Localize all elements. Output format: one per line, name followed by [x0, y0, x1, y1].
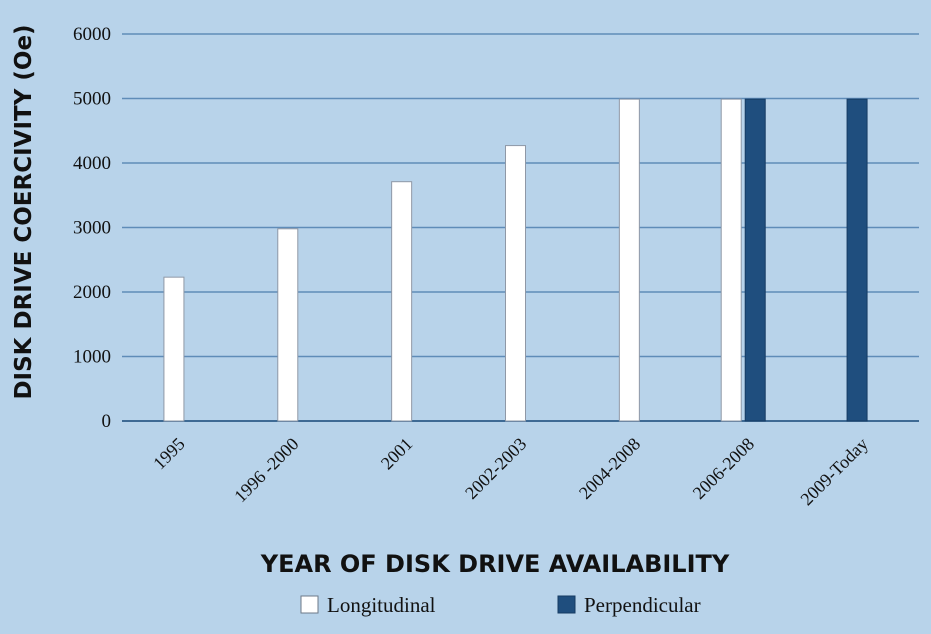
x-tick-label: 1996 -2000 [230, 434, 302, 506]
bar-longitudinal [720, 98, 742, 422]
y-tick-label: 2000 [73, 282, 111, 303]
y-axis-title: DISK DRIVE COERCIVITY (Oe) [11, 24, 37, 399]
x-tick-label: 2001 [377, 434, 417, 474]
y-tick-label: 3000 [73, 218, 111, 239]
bar-longitudinal [505, 145, 526, 422]
y-tick-label: 6000 [73, 24, 111, 45]
legend-swatch [557, 595, 576, 614]
x-tick-label: 2006-2008 [689, 434, 758, 503]
x-tick-labels: 1995 1996 -2000 2001 2002-2003 2004-2008 2006… [149, 434, 872, 509]
bar-longitudinal [277, 228, 299, 422]
bar-perpendicular [846, 98, 868, 422]
y-tick-labels: 0 1000 2000 3000 4000 5000 6000 [73, 24, 111, 432]
legend-label: Longitudinal [327, 593, 436, 617]
legend-label: Perpendicular [584, 593, 701, 617]
legend: Longitudinal Perpendicular [300, 593, 701, 617]
bar-longitudinal [163, 276, 185, 422]
bar-longitudinal [391, 181, 413, 422]
legend-swatch [300, 595, 319, 614]
y-tick-label: 0 [102, 411, 112, 432]
x-tick-label: 1995 [149, 434, 189, 474]
y-tick-label: 4000 [73, 153, 111, 174]
legend-item-longitudinal: Longitudinal [300, 593, 436, 617]
x-tick-label: 2009-Today [796, 434, 871, 509]
bar-perpendicular [744, 98, 766, 422]
x-tick-label: 2002-2003 [461, 434, 530, 503]
x-axis-title: YEAR OF DISK DRIVE AVAILABILITY [260, 550, 730, 578]
x-tick-label: 2004-2008 [575, 434, 644, 503]
legend-item-perpendicular: Perpendicular [557, 593, 701, 617]
bar-longitudinal [618, 98, 640, 422]
y-tick-label: 5000 [73, 89, 111, 110]
y-tick-label: 1000 [73, 347, 111, 368]
bars [163, 98, 868, 422]
